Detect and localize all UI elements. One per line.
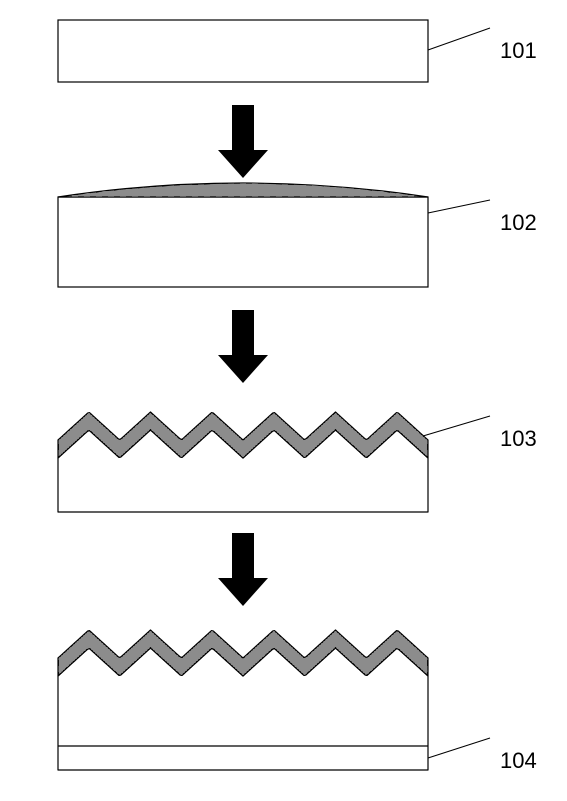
- label-101: 101: [500, 38, 537, 64]
- label-102: 102: [500, 210, 537, 236]
- label-104: 104: [500, 748, 537, 774]
- diagram-page: 101 102 103 104: [0, 0, 567, 801]
- label-103: 103: [500, 426, 537, 452]
- diagram-svg: [0, 0, 567, 801]
